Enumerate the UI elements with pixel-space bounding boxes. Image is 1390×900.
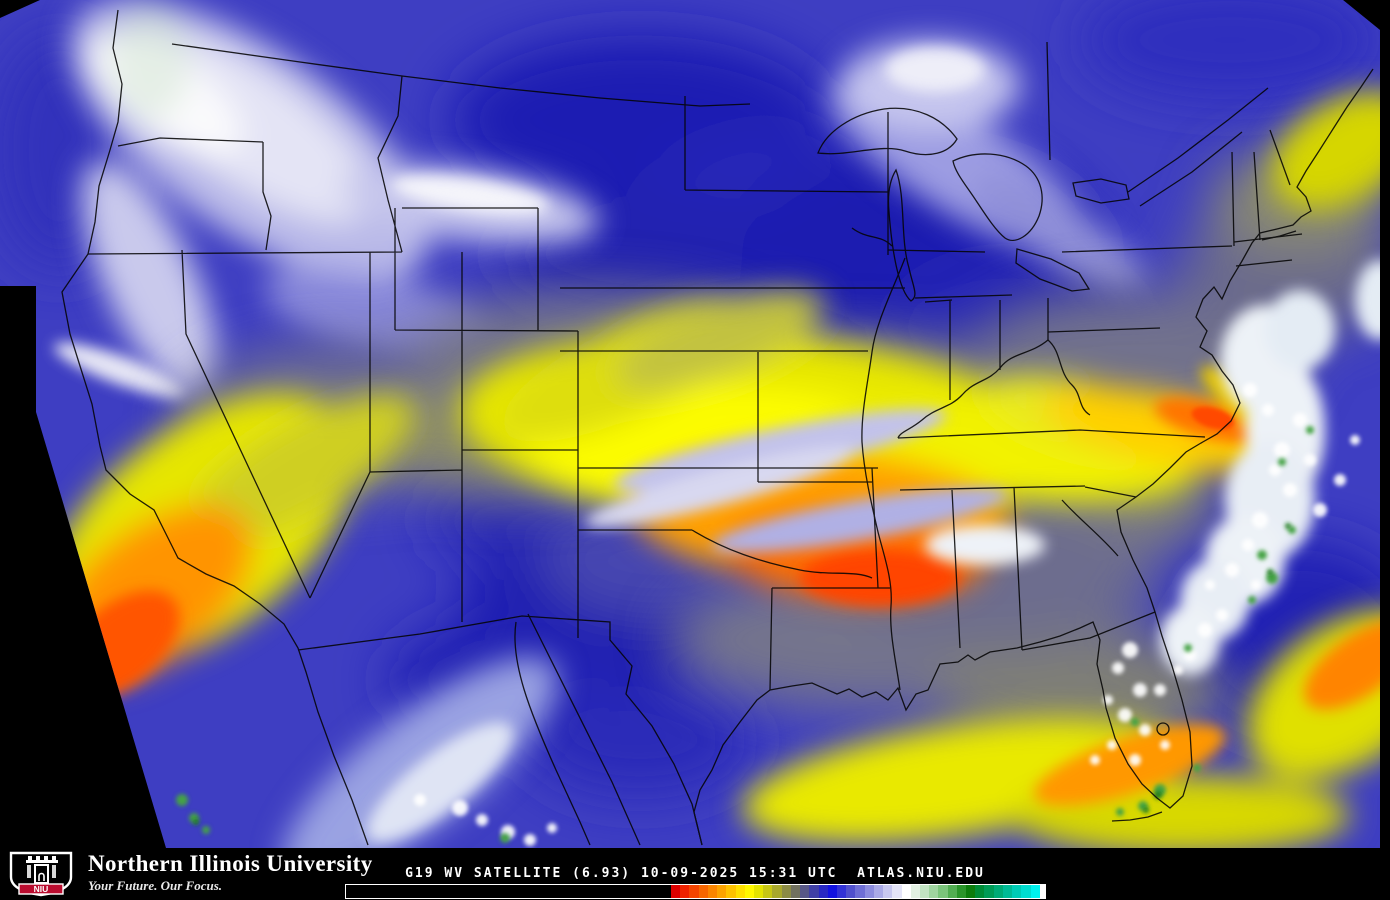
satellite-map-image — [0, 0, 1380, 848]
satellite-caption: G19 WV SATELLITE (6.93) 10-09-2025 15:31… — [405, 866, 985, 881]
university-name: Northern Illinois University — [88, 851, 373, 876]
niu-brand: NIU Northern Illinois University Your Fu… — [8, 851, 373, 897]
niu-shield-logo-icon: NIU — [9, 851, 73, 897]
satellite-map — [0, 0, 1380, 848]
footer-bar: NIU Northern Illinois University Your Fu… — [0, 848, 1390, 900]
state-boundaries — [61, 9, 1374, 846]
university-tagline: Your Future. Our Focus. — [88, 878, 223, 893]
niu-logo-text: NIU — [34, 884, 49, 894]
colorbar-scale — [345, 884, 1046, 899]
